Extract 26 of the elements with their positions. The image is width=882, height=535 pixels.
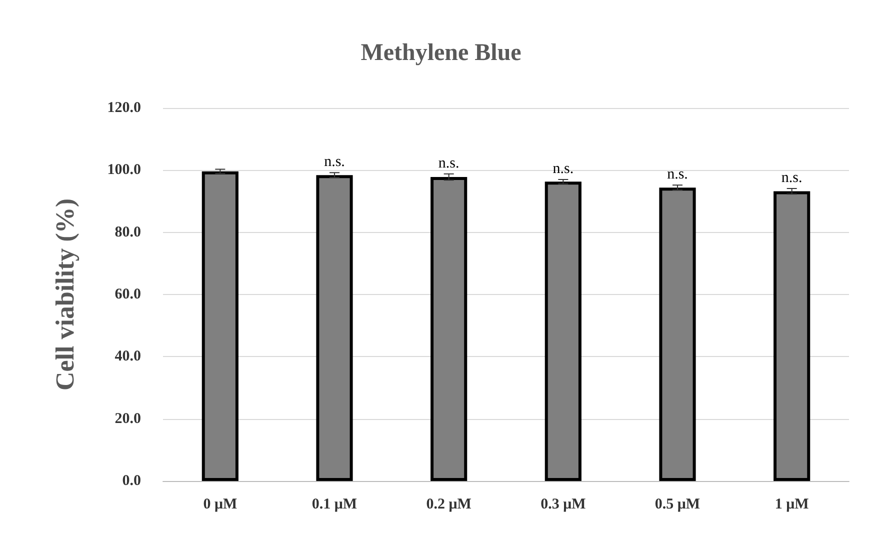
x-tick-label: 0.1 μM: [312, 496, 358, 512]
bar: [202, 171, 238, 481]
x-tick-label: 0 μM: [203, 496, 238, 512]
x-tick-label: 0.5 μM: [654, 496, 700, 512]
y-tick-label: 20.0: [114, 410, 141, 427]
x-tick-label: 1 μM: [774, 496, 809, 512]
y-tick-label: 120.0: [107, 100, 141, 116]
annotation: n.s.: [781, 170, 802, 186]
annotation: n.s.: [438, 155, 460, 172]
annotation: n.s.: [667, 166, 688, 183]
bar: [544, 182, 582, 481]
x-tick-label: 0.2 μM: [426, 496, 472, 512]
y-tick-label: 40.0: [114, 348, 141, 365]
y-tick-label: 100.0: [107, 162, 141, 178]
bar: [659, 188, 696, 481]
y-tick-label: 80.0: [114, 224, 141, 240]
y-axis-title: Cell viability (%): [50, 198, 80, 391]
x-tick-label: 0.3 μM: [540, 496, 586, 512]
bar: [316, 175, 353, 481]
y-tick-label: 0.0: [122, 473, 141, 489]
bar: [774, 191, 810, 481]
bar: [430, 177, 468, 481]
annotation: n.s.: [324, 154, 345, 170]
y-tick-label: 60.0: [114, 286, 141, 302]
chart-title: Methylene Blue: [360, 40, 522, 66]
annotation: n.s.: [552, 160, 574, 177]
